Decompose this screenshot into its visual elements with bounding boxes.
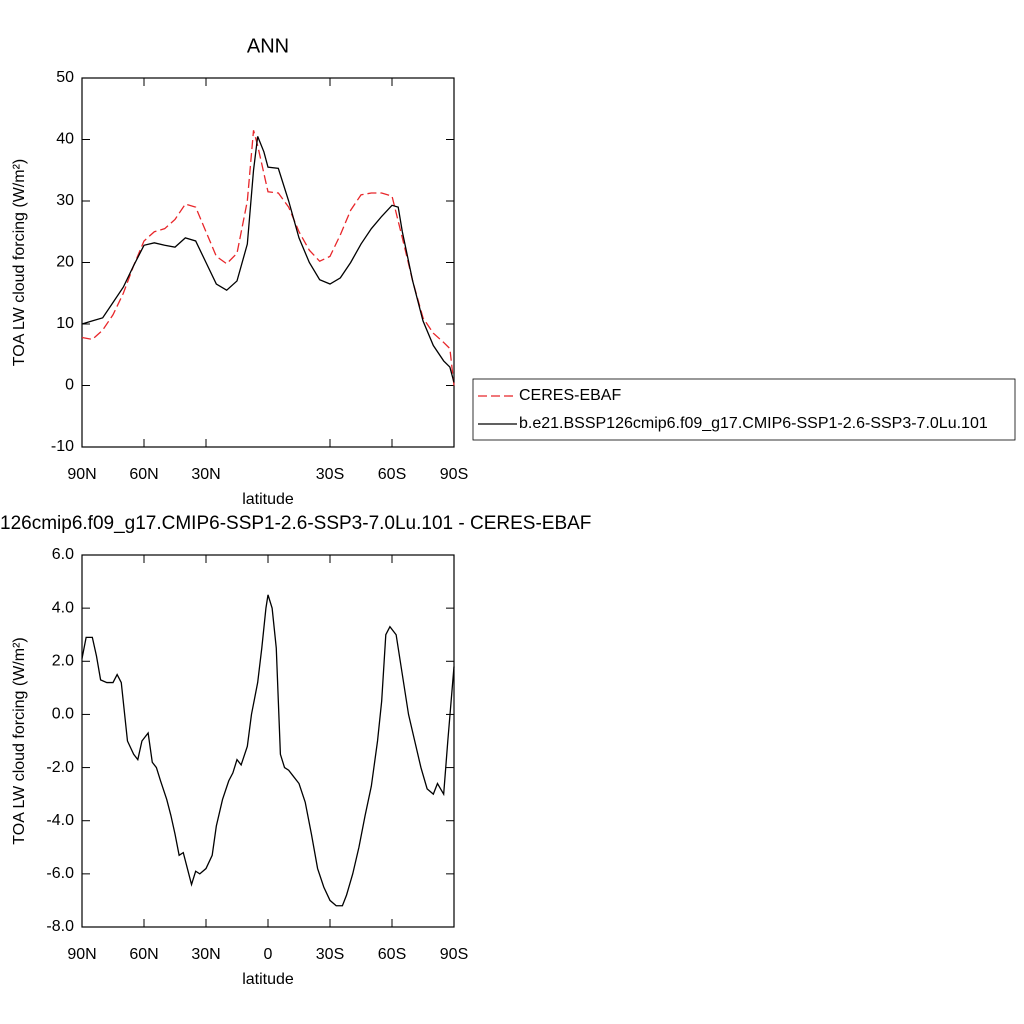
legend-label: CERES-EBAF	[519, 387, 621, 404]
legend-label: b.e21.BSSP126cmip6.f09_g17.CMIP6-SSP1-2.…	[519, 415, 988, 432]
y-tick-label: -6.0	[46, 865, 74, 882]
y-tick-label: -4.0	[46, 812, 74, 829]
y-tick-label: 2.0	[52, 653, 74, 670]
plot-frame	[81, 77, 455, 448]
x-tick-label: 60N	[129, 466, 158, 483]
x-axis-label: latitude	[242, 971, 294, 988]
chart-title: 126cmip6.f09_g17.CMIP6-SSP1-2.6-SSP3-7.0…	[0, 513, 591, 534]
y-tick-label: 40	[56, 131, 74, 148]
x-tick-label: 90N	[67, 946, 96, 963]
y-tick-label: 50	[56, 69, 74, 86]
y-tick-label: 30	[56, 192, 74, 209]
x-tick-label: 90N	[67, 466, 96, 483]
plot-frame	[81, 554, 455, 928]
y-tick-label: 6.0	[52, 546, 74, 563]
y-tick-label: 0	[65, 377, 74, 394]
x-tick-label: 30N	[191, 946, 220, 963]
data-line	[81, 130, 455, 386]
x-tick-label: 90S	[440, 466, 468, 483]
y-tick-label: 20	[56, 254, 74, 271]
data-line	[81, 594, 455, 907]
y-tick-label: -10	[51, 438, 74, 455]
chart-title: ANN	[247, 35, 289, 57]
y-tick-label: 0.0	[52, 706, 74, 723]
x-tick-label: 30S	[316, 466, 344, 483]
x-tick-label: 30S	[316, 946, 344, 963]
x-tick-label: 0	[264, 946, 273, 963]
data-line	[81, 136, 455, 383]
y-tick-label: -8.0	[46, 918, 74, 935]
y-axis-label: TOA LW cloud forcing (W/m²)	[11, 637, 28, 844]
x-axis-label: latitude	[242, 491, 294, 508]
y-tick-label: -2.0	[46, 759, 74, 776]
y-tick-label: 4.0	[52, 599, 74, 616]
legend-box	[472, 378, 1016, 441]
y-axis-label: TOA LW cloud forcing (W/m²)	[11, 159, 28, 366]
x-tick-label: 60N	[129, 946, 158, 963]
x-tick-label: 60S	[378, 466, 406, 483]
x-tick-label: 90S	[440, 946, 468, 963]
y-tick-label: 10	[56, 315, 74, 332]
x-tick-label: 30N	[191, 466, 220, 483]
x-tick-label: 60S	[378, 946, 406, 963]
